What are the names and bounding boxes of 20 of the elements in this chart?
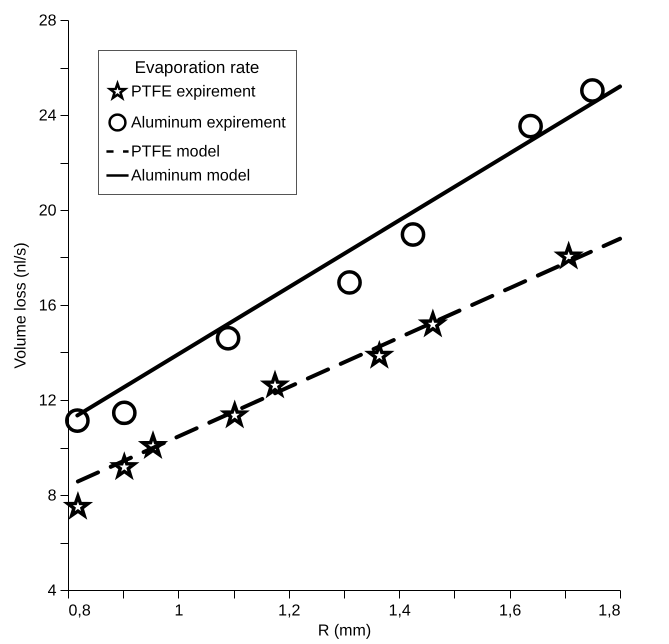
x-tick-label: 1,6: [498, 602, 522, 620]
x-tick-label: 1,4: [388, 602, 411, 620]
legend-title: Evaporation rate: [134, 58, 260, 77]
legend-label: PTFE model: [131, 144, 220, 160]
x-tick-label: 0,8: [68, 602, 91, 620]
y-tick-label: 28: [38, 12, 57, 30]
y-tick-label: 8: [48, 488, 57, 504]
y-axis-title: Volume loss (nl/s): [12, 242, 30, 369]
legend-label: PTFE expirement: [131, 84, 256, 100]
x-tick-label: 1,8: [598, 602, 621, 620]
x-axis-title: R (mm): [318, 622, 372, 640]
y-tick-label: 20: [38, 202, 57, 220]
y-tick-label: 12: [38, 392, 57, 410]
x-tick-label: 1,2: [278, 602, 301, 620]
y-tick-label: 24: [38, 108, 57, 124]
y-tick-label: 4: [48, 582, 57, 600]
legend-label: Aluminum expirement: [131, 114, 286, 132]
legend-label: Aluminum model: [131, 168, 250, 184]
y-tick-label: 16: [38, 298, 57, 314]
x-tick-label: 1: [174, 602, 184, 620]
